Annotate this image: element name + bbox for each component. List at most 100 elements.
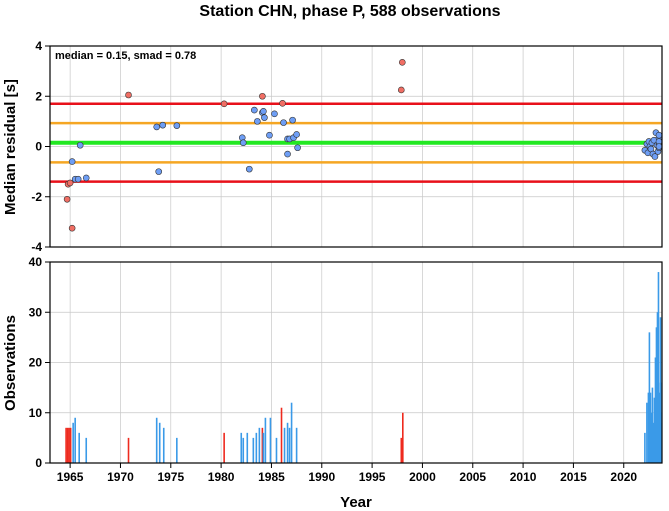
observation-bar — [652, 422, 655, 463]
residual-point — [153, 123, 160, 131]
observation-bar — [288, 427, 291, 463]
observation-bar — [402, 412, 404, 463]
observation-bar — [647, 392, 650, 463]
observation-bar — [295, 427, 298, 463]
observation-bar — [162, 427, 165, 463]
observation-bar — [127, 437, 130, 463]
observation-bar — [659, 422, 662, 463]
x-tick-label: 2005 — [459, 470, 486, 484]
observation-bar — [158, 422, 161, 463]
observation-bar — [651, 387, 654, 463]
observation-bar — [261, 427, 264, 463]
x-tick-label: 1980 — [208, 470, 235, 484]
chart-title: Station CHN, phase P, 588 observations — [199, 3, 500, 20]
residual-panel: -4 -2 0 2 4 median = 0.15, smad = 0.78 — [31, 39, 663, 254]
y-tick-label: 0 — [35, 140, 42, 154]
observation-bar — [400, 437, 403, 463]
residual-point — [284, 150, 291, 158]
residual-y-axis-label: Median residual [s] — [2, 79, 19, 215]
y-tick-label: 40 — [29, 255, 43, 269]
residual-point — [239, 139, 247, 147]
residual-point — [220, 100, 228, 108]
observation-bar — [74, 417, 76, 463]
residual-point — [655, 143, 663, 150]
residual-point — [655, 131, 663, 139]
x-tick-label: 2010 — [510, 470, 537, 484]
residual-point — [82, 174, 90, 182]
residual-point — [68, 224, 76, 232]
y-tick-label: 10 — [29, 406, 43, 420]
y-tick-label: 30 — [29, 305, 43, 319]
observation-bar — [252, 437, 255, 463]
observation-bar — [658, 392, 661, 463]
y-tick-label: 20 — [29, 356, 43, 370]
residual-point — [76, 141, 84, 149]
residual-point — [651, 153, 659, 160]
observation-bar — [283, 427, 286, 463]
observation-bar — [68, 427, 70, 463]
observation-bar — [646, 402, 648, 463]
residual-point — [279, 99, 286, 107]
x-tick-label: 1985 — [258, 470, 285, 484]
residual-point — [260, 108, 267, 115]
observation-bar — [258, 427, 261, 463]
residual-point — [266, 131, 273, 139]
observation-bar — [69, 427, 72, 463]
observation-bar — [262, 432, 265, 463]
y-tick-label: 0 — [35, 456, 42, 470]
observation-bar — [648, 332, 651, 463]
observation-bar — [275, 437, 278, 463]
residual-point — [294, 144, 301, 152]
observation-bar — [176, 437, 178, 463]
residual-point — [246, 165, 253, 173]
residual-point — [66, 179, 74, 187]
observations-y-axis-label: Observations — [2, 315, 19, 411]
residual-point — [74, 175, 82, 183]
x-tick-label: 2015 — [560, 470, 587, 484]
y-tick-label: 2 — [35, 89, 42, 103]
observation-bar — [280, 407, 283, 463]
observation-bar — [65, 427, 67, 463]
observation-bar — [155, 417, 158, 463]
observation-bar — [85, 437, 88, 463]
y-tick-label: -2 — [31, 190, 42, 204]
observation-bar — [66, 427, 69, 463]
observation-bar — [656, 312, 659, 463]
observation-bar — [255, 432, 258, 463]
x-tick-label: 1975 — [157, 470, 184, 484]
residual-point — [397, 86, 405, 94]
observation-bar — [653, 397, 656, 463]
x-tick-label: 1965 — [57, 470, 84, 484]
observation-bar — [264, 417, 267, 463]
observation-bar — [286, 422, 289, 463]
observation-bar — [655, 327, 658, 463]
observation-bar — [290, 402, 293, 463]
observation-bar — [246, 432, 249, 463]
x-tick-label: 1995 — [359, 470, 386, 484]
residual-point — [155, 168, 163, 175]
residual-point — [399, 59, 406, 66]
residual-point — [259, 92, 266, 100]
residual-point — [159, 121, 167, 129]
x-tick-label: 2000 — [409, 470, 436, 484]
residual-point — [68, 158, 76, 165]
x-axis-label: Year — [340, 494, 372, 511]
x-tick-label: 1990 — [308, 470, 335, 484]
observation-bar — [78, 432, 80, 463]
observation-bar — [242, 437, 245, 463]
observation-bar — [223, 432, 225, 463]
residual-point — [280, 119, 287, 126]
residual-point — [254, 118, 261, 125]
observation-bar — [654, 357, 657, 463]
observation-bar — [644, 432, 646, 463]
observation-bar — [657, 272, 660, 463]
residual-point — [63, 195, 71, 203]
observation-bar — [650, 412, 653, 463]
x-tick-label: 1970 — [107, 470, 134, 484]
observation-bar — [649, 392, 652, 463]
observation-bar — [240, 432, 243, 463]
residual-point — [271, 110, 278, 118]
residual-point — [251, 106, 258, 114]
residual-point — [261, 114, 268, 121]
